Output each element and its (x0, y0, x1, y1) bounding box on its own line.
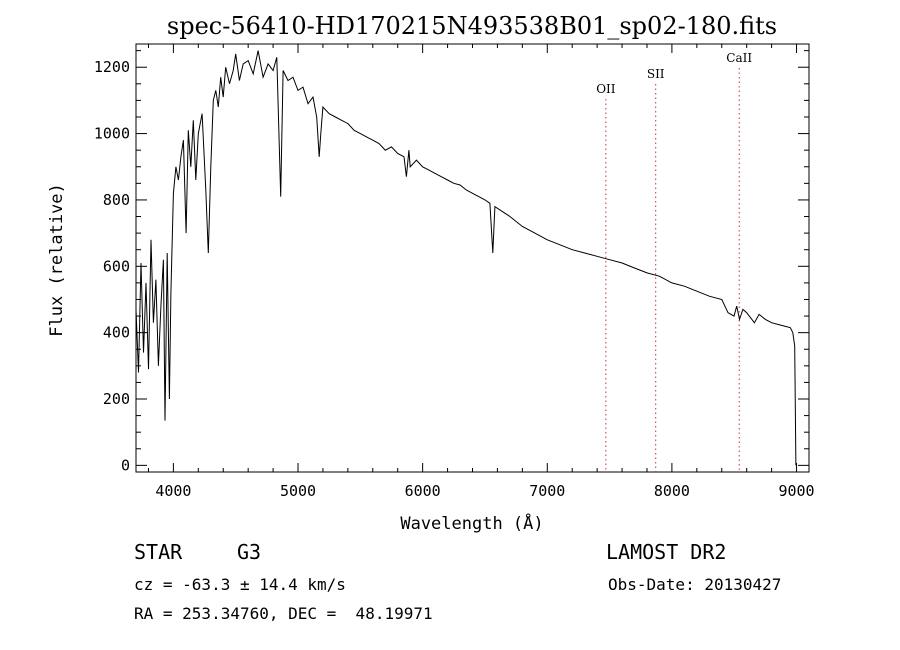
y-tick-label: 0 (121, 456, 130, 474)
x-tick-label: 9000 (778, 482, 814, 500)
y-axis-label: Flux (relative) (47, 183, 67, 337)
annotation-label: CaII (726, 51, 752, 65)
plot-frame (135, 43, 810, 473)
line-annotations: OII SII CaII (596, 51, 752, 472)
spectral-subclass: G3 (237, 540, 262, 564)
y-tick-label: 600 (103, 257, 130, 275)
y-tick-label: 800 (103, 191, 130, 209)
x-tick-label: 4000 (155, 482, 191, 500)
spectrum-line (135, 50, 797, 466)
y-tick-label: 1000 (94, 125, 130, 143)
y-tick-label: 1200 (94, 58, 130, 76)
y-tick-labels: 0 200 400 600 800 1000 1200 (94, 58, 130, 474)
annotation-label: SII (647, 67, 665, 81)
survey-name: LAMOST DR2 (606, 540, 727, 564)
y-tick-label: 200 (103, 390, 130, 408)
y-tick-label: 400 (103, 324, 130, 342)
x-tick-label: 5000 (280, 482, 316, 500)
observation-date: Obs-Date: 20130427 (608, 575, 782, 594)
axis-ticks (136, 44, 809, 472)
chart-title: spec-56410-HD170215N493538B01_sp02-180.f… (167, 12, 777, 40)
x-tick-labels: 4000 5000 6000 7000 8000 9000 (155, 482, 814, 500)
x-axis-label: Wavelength (Å) (400, 512, 543, 534)
redshift-velocity: cz = -63.3 ± 14.4 km/s (134, 575, 346, 594)
coordinates: RA = 253.34760, DEC = 48.19971 (134, 604, 433, 623)
object-type: STAR (134, 540, 183, 564)
annotation-label: OII (596, 82, 616, 96)
x-tick-label: 7000 (529, 482, 565, 500)
x-tick-label: 6000 (405, 482, 441, 500)
x-tick-label: 8000 (654, 482, 690, 500)
